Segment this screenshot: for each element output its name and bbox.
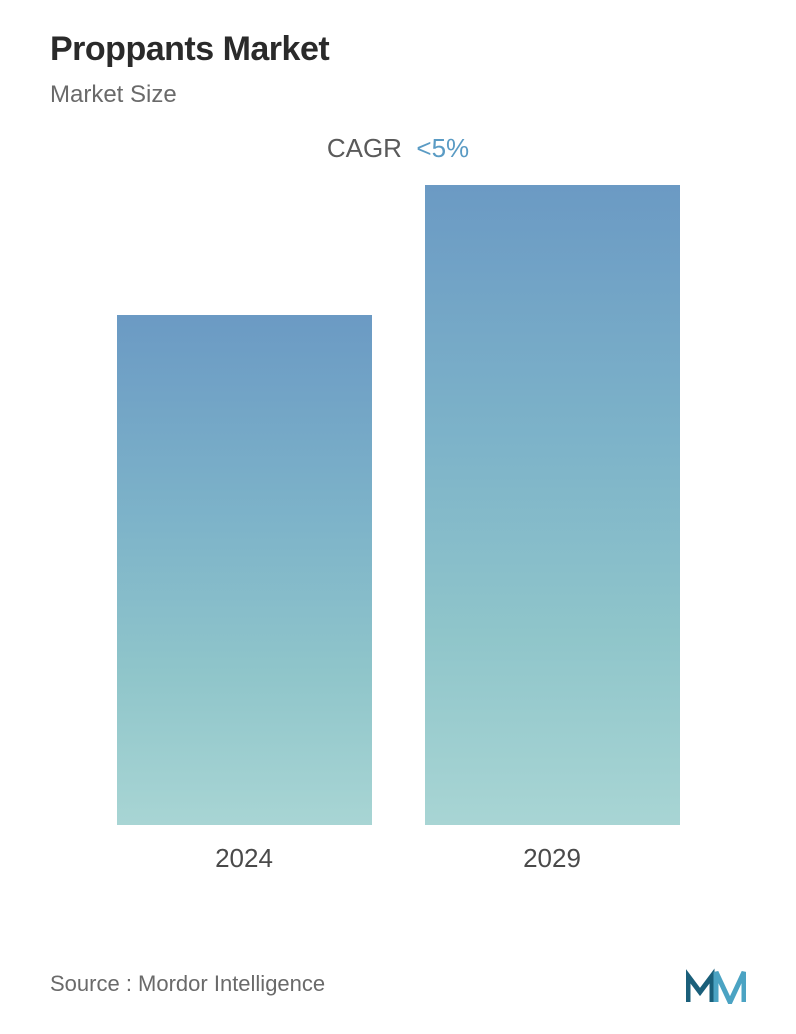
bar-0 (117, 315, 372, 825)
cagr-row: CAGR <5% (50, 133, 746, 164)
bar-group-1: 2029 (412, 185, 692, 874)
brand-logo (686, 964, 746, 1004)
chart-area: 2024 2029 (50, 194, 746, 874)
bar-label-1: 2029 (523, 843, 581, 874)
cagr-value: <5% (416, 133, 469, 163)
cagr-label: CAGR (327, 133, 402, 163)
bar-1 (425, 185, 680, 825)
source-text: Source : Mordor Intelligence (50, 971, 325, 997)
chart-subtitle: Market Size (50, 81, 746, 109)
bar-label-0: 2024 (215, 843, 273, 874)
bar-group-0: 2024 (104, 315, 384, 874)
mordor-logo-icon (686, 964, 746, 1004)
footer: Source : Mordor Intelligence (50, 964, 746, 1004)
chart-title: Proppants Market (50, 30, 746, 69)
